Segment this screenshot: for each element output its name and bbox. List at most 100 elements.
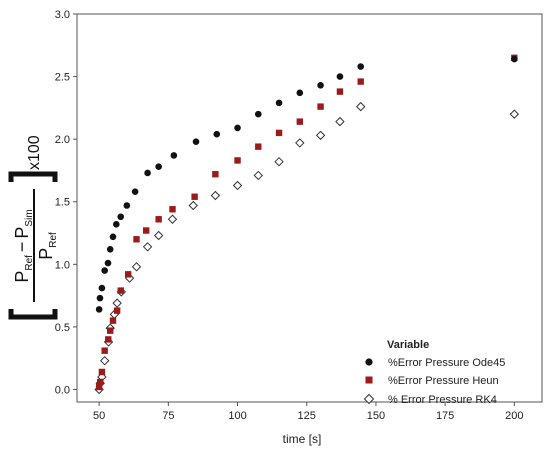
data-point-diamond: [210, 190, 221, 201]
series-circle: [95, 55, 518, 313]
data-point-diamond: [131, 262, 142, 272]
data-point-square: [97, 378, 104, 386]
y-tick-label: 0.0: [55, 384, 70, 396]
data-point-diamond: [295, 138, 305, 148]
data-point-square: [317, 103, 324, 110]
x-tick-label: 150: [367, 410, 385, 422]
data-point-square: [357, 78, 364, 85]
y-axis-ticks: 0.0 0.5 1.0 1.5 2.0 2.5 3.0: [55, 9, 77, 396]
series-diamond: [94, 101, 520, 395]
data-point-circle: [254, 110, 262, 118]
data-point-square: [155, 216, 162, 223]
data-point-circle: [101, 267, 108, 274]
data-point-diamond: [274, 156, 284, 167]
y-label-multiplier: x100: [26, 135, 43, 170]
right-bracket: [8, 171, 58, 182]
data-points: [94, 54, 520, 395]
plot-area-border: [76, 13, 543, 403]
data-point-circle: [109, 233, 117, 241]
data-point-square: [98, 368, 106, 376]
data-point-square: [212, 171, 219, 178]
data-point-square: [107, 327, 114, 334]
y-axis-label: PRef−PSim PRef x100: [8, 135, 59, 320]
data-point-diamond: [253, 170, 264, 181]
data-point-square: [255, 143, 262, 150]
data-point-diamond: [355, 101, 366, 112]
data-point-square: [296, 118, 304, 125]
data-point-diamond: [188, 200, 198, 211]
data-point-diamond: [99, 355, 110, 366]
data-point-circle: [144, 169, 151, 177]
x-tick-label: 125: [298, 410, 316, 422]
data-point-circle: [96, 294, 104, 302]
legend-entry-rk4: % Error Pressure RK4: [388, 394, 497, 406]
data-point-square: [142, 227, 150, 234]
data-point-square: [191, 193, 198, 200]
data-point-circle: [131, 188, 139, 196]
y-tick-label: 1.0: [55, 259, 70, 271]
data-point-square: [105, 336, 112, 343]
data-point-square: [95, 383, 103, 391]
x-tick-label: 50: [93, 410, 105, 422]
data-point-square: [125, 271, 132, 278]
data-point-square: [109, 317, 117, 324]
left-bracket: [8, 309, 58, 320]
legend-title: Variable: [387, 339, 429, 351]
y-tick-label: 1.5: [55, 197, 70, 209]
data-point-square: [101, 347, 108, 354]
data-point-circle: [275, 99, 283, 107]
y-tick-label: 0.5: [55, 322, 70, 334]
data-point-square: [234, 157, 241, 164]
data-point-diamond: [335, 116, 345, 127]
data-point-diamond: [232, 180, 243, 191]
y-tick-label: 2.0: [55, 134, 70, 146]
data-point-circle: [155, 163, 162, 170]
data-point-diamond: [153, 230, 164, 241]
legend-entry-heun: %Error Pressure Heun: [388, 375, 499, 387]
legend-marker-heun: [365, 376, 373, 384]
y-label-denominator: PRef: [36, 232, 59, 260]
data-point-circle: [106, 246, 114, 253]
data-point-circle: [123, 202, 131, 209]
data-point-circle: [117, 213, 125, 221]
series-square: [95, 54, 518, 391]
plot-frame: [76, 13, 543, 403]
data-point-circle: [357, 63, 365, 70]
data-point-diamond: [167, 214, 178, 224]
data-point-square: [275, 129, 283, 137]
x-tick-label: 175: [436, 410, 454, 422]
data-point-circle: [170, 152, 178, 159]
x-tick-label: 100: [228, 410, 246, 422]
data-point-circle: [104, 259, 112, 267]
data-point-square: [169, 206, 176, 213]
legend-marker-ode45: [365, 358, 373, 366]
data-point-circle: [317, 82, 324, 89]
legend: Variable %Error Pressure Ode45 %Error Pr…: [363, 339, 505, 406]
data-point-square: [113, 307, 121, 314]
data-point-circle: [336, 73, 344, 80]
y-tick-label: 2.5: [55, 72, 70, 84]
data-point-diamond: [315, 130, 326, 141]
data-point-circle: [113, 220, 120, 228]
data-point-circle: [213, 130, 221, 138]
data-point-circle: [95, 306, 103, 313]
legend-entry-ode45: %Error Pressure Ode45: [388, 357, 505, 369]
data-point-circle: [296, 89, 304, 97]
data-point-circle: [511, 55, 518, 63]
legend-marker-rk4: [363, 393, 375, 405]
data-point-square: [133, 236, 140, 243]
data-point-circle: [192, 138, 200, 145]
data-point-diamond: [142, 242, 153, 252]
x-axis-ticks: 50 75 100 125 150 175 200: [93, 402, 524, 422]
x-axis-label: time [s]: [283, 432, 322, 446]
data-point-circle: [234, 124, 241, 132]
x-tick-label: 75: [162, 410, 174, 422]
data-point-diamond: [112, 298, 122, 308]
data-point-circle: [98, 284, 106, 292]
data-point-diamond: [509, 109, 520, 119]
data-point-square: [117, 287, 124, 294]
data-point-square: [336, 88, 344, 95]
x-tick-label: 200: [505, 410, 523, 422]
y-label-numerator: PRef−PSim: [12, 209, 35, 282]
